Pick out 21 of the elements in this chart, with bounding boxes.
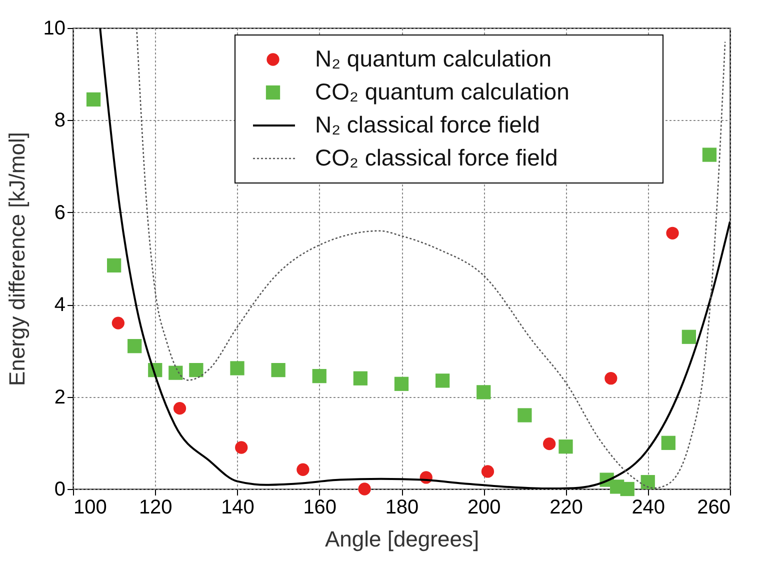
x-tick-label: 220 [550,496,583,518]
y-tick-label: 0 [54,478,66,500]
legend-label: N₂ quantum calculation [315,46,552,72]
y-tick-label: 4 [54,294,66,316]
y-tick-label: 2 [54,386,66,408]
y-tick-label: 6 [54,202,66,224]
x-tick-label: 160 [303,496,337,518]
y-tick-label: 8 [54,110,66,132]
x-tick-label: 240 [632,496,666,518]
x-tick-label: 180 [385,496,419,518]
x-tick-label: 100 [74,496,107,518]
y-tick-label: 10 [43,18,66,40]
x-tick-label: 140 [221,496,254,518]
x-tick-label: 200 [467,496,501,518]
legend-label: N₂ classical force field [315,112,540,138]
legend-label: CO₂ quantum calculation [315,78,570,104]
x-tick-label: 120 [138,496,172,518]
x-axis-title: Angle [degrees] [324,526,480,552]
x-tick-label: 260 [697,496,730,518]
y-axis-title: Energy difference [kJ/mol] [4,132,30,386]
legend-label: CO₂ classical force field [315,144,558,170]
